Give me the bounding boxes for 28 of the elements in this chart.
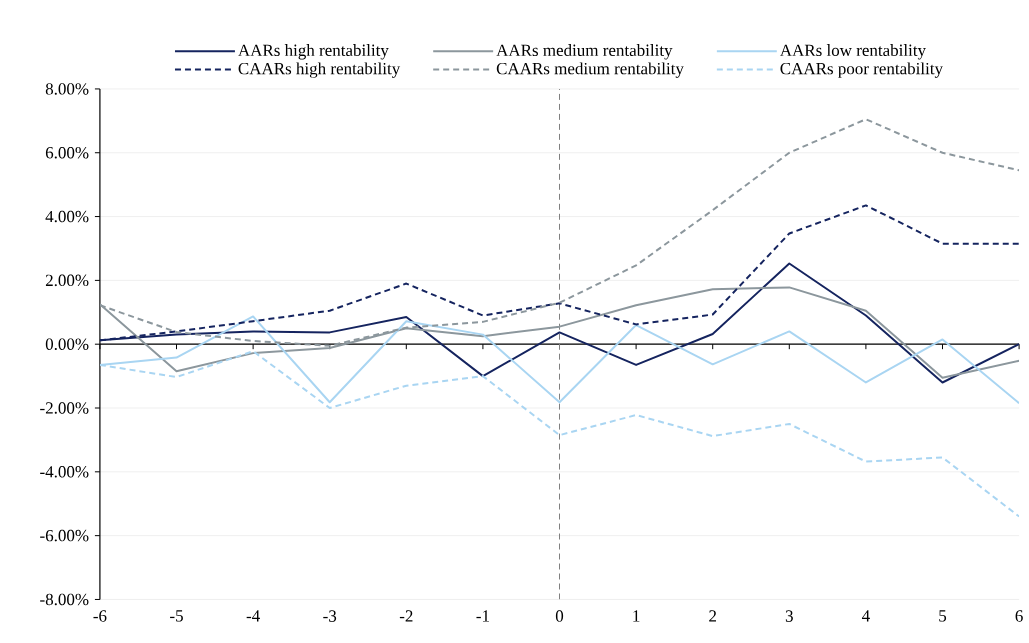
x-tick-label: 6: [1015, 610, 1023, 622]
y-tick-label: -4.00%: [40, 465, 89, 478]
y-tick-label: 4.00%: [45, 210, 89, 223]
legend-label: CAARs high rentability: [238, 62, 401, 78]
x-tick-label: -2: [399, 610, 413, 622]
x-tick-label: 5: [939, 610, 947, 622]
x-tick-label: 2: [709, 610, 717, 622]
x-tick-label: -1: [476, 610, 489, 622]
x-tick-label: 1: [633, 610, 640, 622]
legend-label: AARs low rentability: [779, 43, 926, 60]
x-tick-label: 4: [861, 610, 870, 622]
x-tick-label: 0: [555, 610, 564, 622]
y-tick-label: 2.00%: [45, 274, 89, 286]
y-tick-label: 6.00%: [45, 146, 89, 159]
x-tick-label: -5: [170, 610, 183, 622]
y-tick-label: 0.00%: [45, 338, 89, 350]
y-tick-label: -8.00%: [40, 593, 89, 606]
x-tick-label: -6: [93, 610, 107, 622]
x-tick-label: -4: [246, 610, 260, 622]
y-tick-label: -6.00%: [40, 529, 89, 542]
x-tick-label: 3: [785, 610, 793, 622]
y-tick-label: -2.00%: [40, 402, 89, 414]
y-tick-label: 8.00%: [45, 82, 89, 95]
legend-label: AARs high rentability: [238, 43, 389, 60]
legend-label: CAARs poor rentability: [780, 62, 943, 78]
legend-label: CAARs medium rentability: [496, 62, 684, 78]
legend-label: AARs medium rentability: [496, 43, 673, 60]
x-tick-label: -3: [323, 610, 337, 622]
